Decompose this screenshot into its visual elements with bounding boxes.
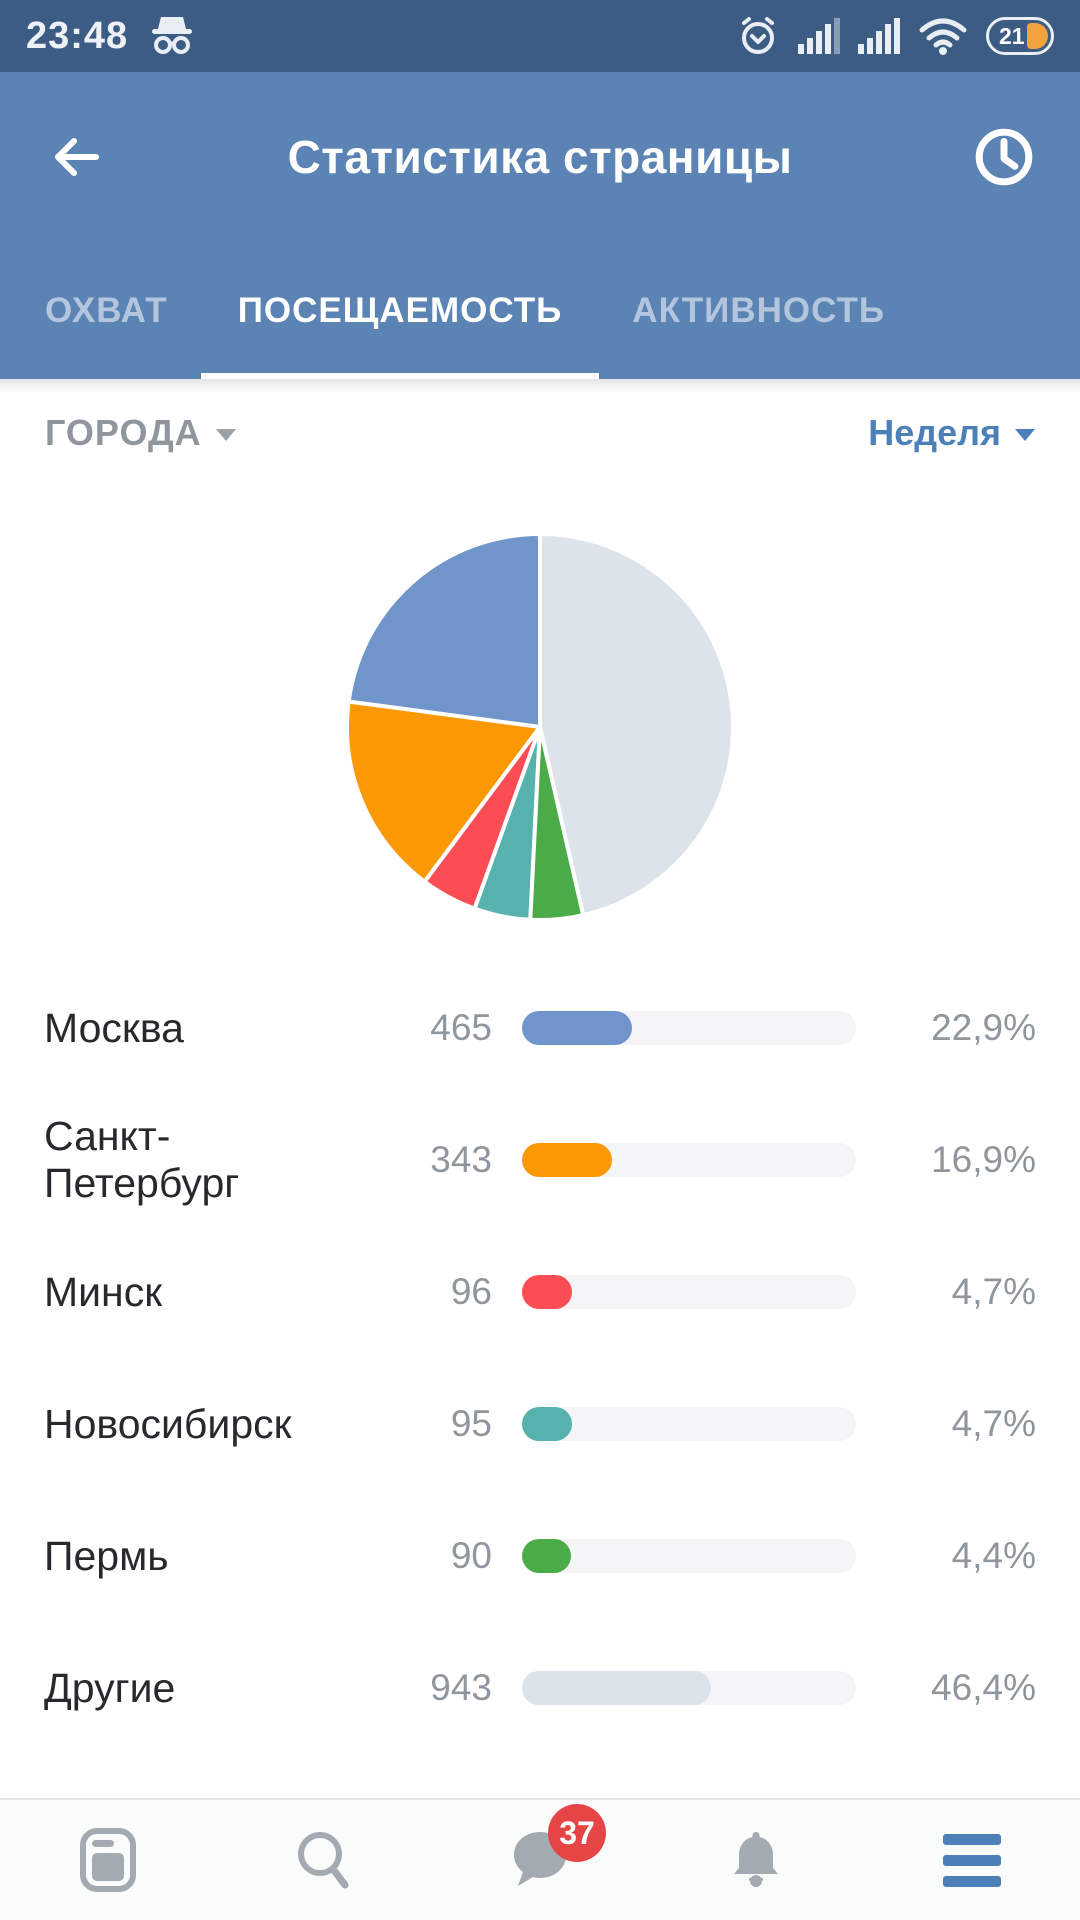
signal-sim2-icon bbox=[858, 18, 900, 54]
messages-badge: 37 bbox=[548, 1804, 606, 1862]
city-bar-track bbox=[522, 1275, 856, 1309]
back-button[interactable] bbox=[38, 119, 114, 195]
city-percent: 4,4% bbox=[951, 1535, 1036, 1576]
battery-icon: 21 bbox=[986, 17, 1054, 55]
battery-fill bbox=[1027, 23, 1048, 49]
tab-indicator bbox=[200, 373, 600, 379]
city-name: Новосибирск bbox=[44, 1400, 292, 1447]
city-row: Пермь 90 4,4% bbox=[0, 1490, 1080, 1622]
city-bar-fill bbox=[522, 1275, 572, 1309]
city-value: 90 bbox=[450, 1535, 492, 1576]
nav-item-news[interactable] bbox=[38, 1810, 178, 1910]
tab-reach[interactable]: ОХВАТ bbox=[45, 242, 168, 379]
status-bar: 23:48 bbox=[0, 0, 1080, 72]
chevron-down-icon bbox=[1015, 429, 1035, 441]
tab-label: ПОСЕЩАЕМОСТЬ bbox=[237, 290, 563, 330]
city-bar-track bbox=[522, 1539, 856, 1573]
nav-item-search[interactable] bbox=[254, 1810, 394, 1910]
nav-item-messages[interactable]: 37 bbox=[470, 1804, 610, 1910]
city-name: Другие bbox=[44, 1664, 176, 1711]
city-name: Минск bbox=[44, 1268, 163, 1315]
city-value: 343 bbox=[430, 1139, 492, 1180]
news-icon bbox=[80, 1828, 136, 1892]
alarm-icon bbox=[742, 17, 774, 54]
city-percent: 46,4% bbox=[931, 1667, 1036, 1708]
incognito-icon bbox=[152, 17, 193, 54]
search-icon bbox=[298, 1832, 349, 1889]
chevron-down-icon bbox=[215, 429, 236, 441]
city-value: 96 bbox=[450, 1271, 492, 1312]
city-list: Москва 465 22,9% Санкт-Петербург 343 16,… bbox=[0, 962, 1080, 1754]
city-row: Москва 465 22,9% bbox=[0, 962, 1080, 1094]
pie-slice[interactable] bbox=[346, 532, 542, 729]
content: ГОРОДА Неделя Москва 465 22,9% Санкт- bbox=[0, 379, 1080, 1798]
tab-activity[interactable]: АКТИВНОСТЬ bbox=[632, 242, 885, 379]
city-percent: 16,9% bbox=[931, 1139, 1036, 1180]
city-row: Новосибирск 95 4,7% bbox=[0, 1358, 1080, 1490]
arrow-left-icon bbox=[55, 138, 99, 176]
period-dropdown-label: Неделя bbox=[868, 412, 1001, 453]
city-bar-fill bbox=[522, 1407, 572, 1441]
signal-sim1-icon bbox=[798, 18, 840, 54]
city-bar-fill bbox=[522, 1539, 571, 1573]
nav-item-menu[interactable] bbox=[902, 1810, 1042, 1910]
tab-label: АКТИВНОСТЬ bbox=[632, 290, 886, 330]
city-percent: 4,7% bbox=[951, 1403, 1036, 1444]
city-value: 95 bbox=[450, 1403, 492, 1444]
city-bar-track bbox=[522, 1407, 856, 1441]
pie-slice[interactable] bbox=[538, 532, 735, 918]
city-value: 943 bbox=[430, 1667, 492, 1708]
tab-label: ОХВАТ bbox=[45, 290, 168, 330]
city-row: Другие 943 46,4% bbox=[0, 1622, 1080, 1754]
tab-visits[interactable]: ПОСЕЩАЕМОСТЬ bbox=[200, 242, 600, 379]
city-bar-fill bbox=[522, 1011, 633, 1045]
menu-icon bbox=[943, 1833, 1001, 1887]
wifi-icon bbox=[919, 18, 967, 55]
pie-chart-container bbox=[0, 527, 1080, 927]
nav-item-notifications[interactable] bbox=[686, 1810, 826, 1910]
header: Статистика страницы ОХВАТ ПОСЕЩАЕМОСТЬ А… bbox=[0, 72, 1080, 379]
dimension-dropdown-label: ГОРОДА bbox=[45, 412, 202, 453]
notifications-bell-icon bbox=[734, 1832, 778, 1887]
city-bar-track bbox=[522, 1143, 856, 1177]
city-row: Санкт-Петербург 343 16,9% bbox=[0, 1094, 1080, 1226]
period-dropdown[interactable]: Неделя bbox=[868, 412, 1035, 454]
pie-slice[interactable] bbox=[345, 699, 542, 884]
city-name: Санкт-Петербург bbox=[44, 1113, 240, 1206]
city-name: Пермь bbox=[44, 1532, 169, 1579]
page-title: Статистика страницы bbox=[287, 131, 793, 183]
city-bar-fill bbox=[522, 1671, 711, 1705]
city-name: Москва bbox=[44, 1004, 184, 1051]
city-row: Минск 96 4,7% bbox=[0, 1226, 1080, 1358]
pie-chart bbox=[345, 532, 735, 922]
clock-history-icon bbox=[975, 128, 1033, 186]
status-time: 23:48 bbox=[26, 14, 129, 57]
bottom-nav: 37 bbox=[0, 1798, 1080, 1920]
history-button[interactable] bbox=[966, 119, 1042, 195]
battery-percent: 21 bbox=[999, 22, 1025, 49]
city-bar-track bbox=[522, 1671, 856, 1705]
dimension-dropdown[interactable]: ГОРОДА bbox=[45, 412, 236, 454]
city-percent: 22,9% bbox=[931, 1007, 1036, 1048]
city-percent: 4,7% bbox=[951, 1271, 1036, 1312]
city-bar-fill bbox=[522, 1143, 613, 1177]
city-value: 465 bbox=[430, 1007, 492, 1048]
tab-bar: ОХВАТ ПОСЕЩАЕМОСТЬ АКТИВНОСТЬ bbox=[0, 242, 1080, 379]
city-bar-track bbox=[522, 1011, 856, 1045]
